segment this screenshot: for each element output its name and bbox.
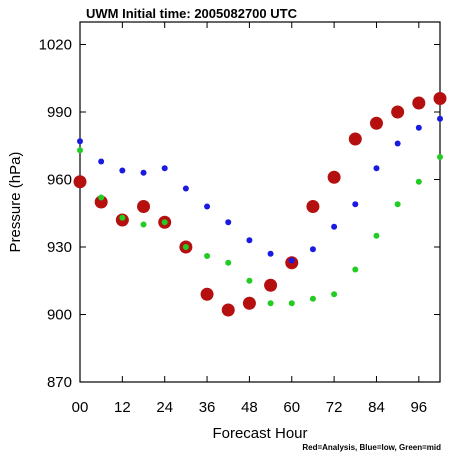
point-mid (98, 194, 105, 201)
point-mid (182, 244, 189, 250)
point-mid (394, 201, 401, 208)
point-analysis (433, 92, 447, 105)
chart-title: UWM Initial time: 2005082700 UTC (86, 6, 298, 21)
point-low (373, 165, 380, 172)
point-mid (204, 253, 211, 259)
y-tick-label: 870 (47, 374, 72, 391)
point-low (98, 158, 105, 165)
y-axis: 870 900 930 960 990 1020 (39, 37, 440, 391)
point-mid (267, 300, 274, 307)
point-analysis (391, 105, 405, 119)
x-tick-label: 12 (114, 399, 131, 416)
point-low (437, 115, 443, 122)
point-low (267, 250, 274, 257)
point-mid (161, 219, 168, 226)
point-low (415, 124, 422, 131)
plot-frame (79, 21, 441, 383)
x-tick-label: 00 (72, 399, 89, 416)
x-tick-label: 84 (368, 399, 385, 416)
legend-note: Red=Analysis, Blue=low, Green=mid (302, 443, 441, 452)
point-low (331, 223, 338, 230)
point-analysis (264, 278, 278, 292)
point-mid (437, 154, 443, 160)
point-low (288, 257, 295, 264)
point-analysis (348, 132, 362, 146)
point-analysis (137, 200, 151, 213)
point-mid (373, 232, 380, 239)
point-analysis (306, 200, 320, 213)
point-analysis (369, 116, 383, 130)
x-tick-label: 24 (156, 399, 173, 416)
point-mid (246, 277, 253, 284)
x-tick-label: 96 (410, 399, 427, 416)
point-low (140, 169, 147, 176)
x-tick-label: 60 (283, 399, 300, 416)
x-axis-label: Forecast Hour (212, 425, 307, 442)
point-mid (77, 147, 83, 154)
point-low (77, 138, 83, 145)
point-low (204, 203, 211, 210)
x-tick-label: 48 (241, 399, 258, 416)
point-analysis (200, 287, 214, 301)
x-tick-label: 36 (199, 399, 216, 416)
point-mid (309, 295, 316, 302)
point-analysis (412, 96, 426, 110)
y-tick-label: 900 (47, 307, 72, 324)
point-analysis (242, 296, 256, 310)
y-tick-label: 930 (47, 239, 72, 256)
x-tick-label: 72 (326, 399, 343, 416)
point-mid (288, 300, 295, 307)
point-low (225, 219, 232, 226)
data-markers (73, 92, 447, 317)
point-low (119, 167, 126, 174)
point-analysis (221, 303, 235, 317)
y-tick-label: 960 (47, 172, 72, 189)
point-mid (140, 221, 147, 228)
point-mid (415, 178, 422, 185)
x-axis: 00 12 24 36 48 60 72 84 96 (72, 22, 427, 416)
point-low (246, 237, 253, 244)
point-mid (331, 291, 338, 298)
point-mid (352, 266, 359, 273)
point-low (309, 246, 316, 253)
point-analysis (73, 175, 87, 189)
point-mid (225, 259, 232, 266)
point-low (182, 185, 189, 192)
point-analysis (327, 170, 341, 184)
y-tick-label: 1020 (39, 37, 72, 54)
point-analysis (94, 195, 108, 209)
point-low (161, 165, 168, 172)
y-axis-label: Pressure (hPa) (7, 152, 24, 253)
point-mid (119, 214, 126, 221)
point-low (394, 140, 401, 147)
y-tick-label: 990 (47, 104, 72, 121)
point-low (352, 201, 359, 208)
